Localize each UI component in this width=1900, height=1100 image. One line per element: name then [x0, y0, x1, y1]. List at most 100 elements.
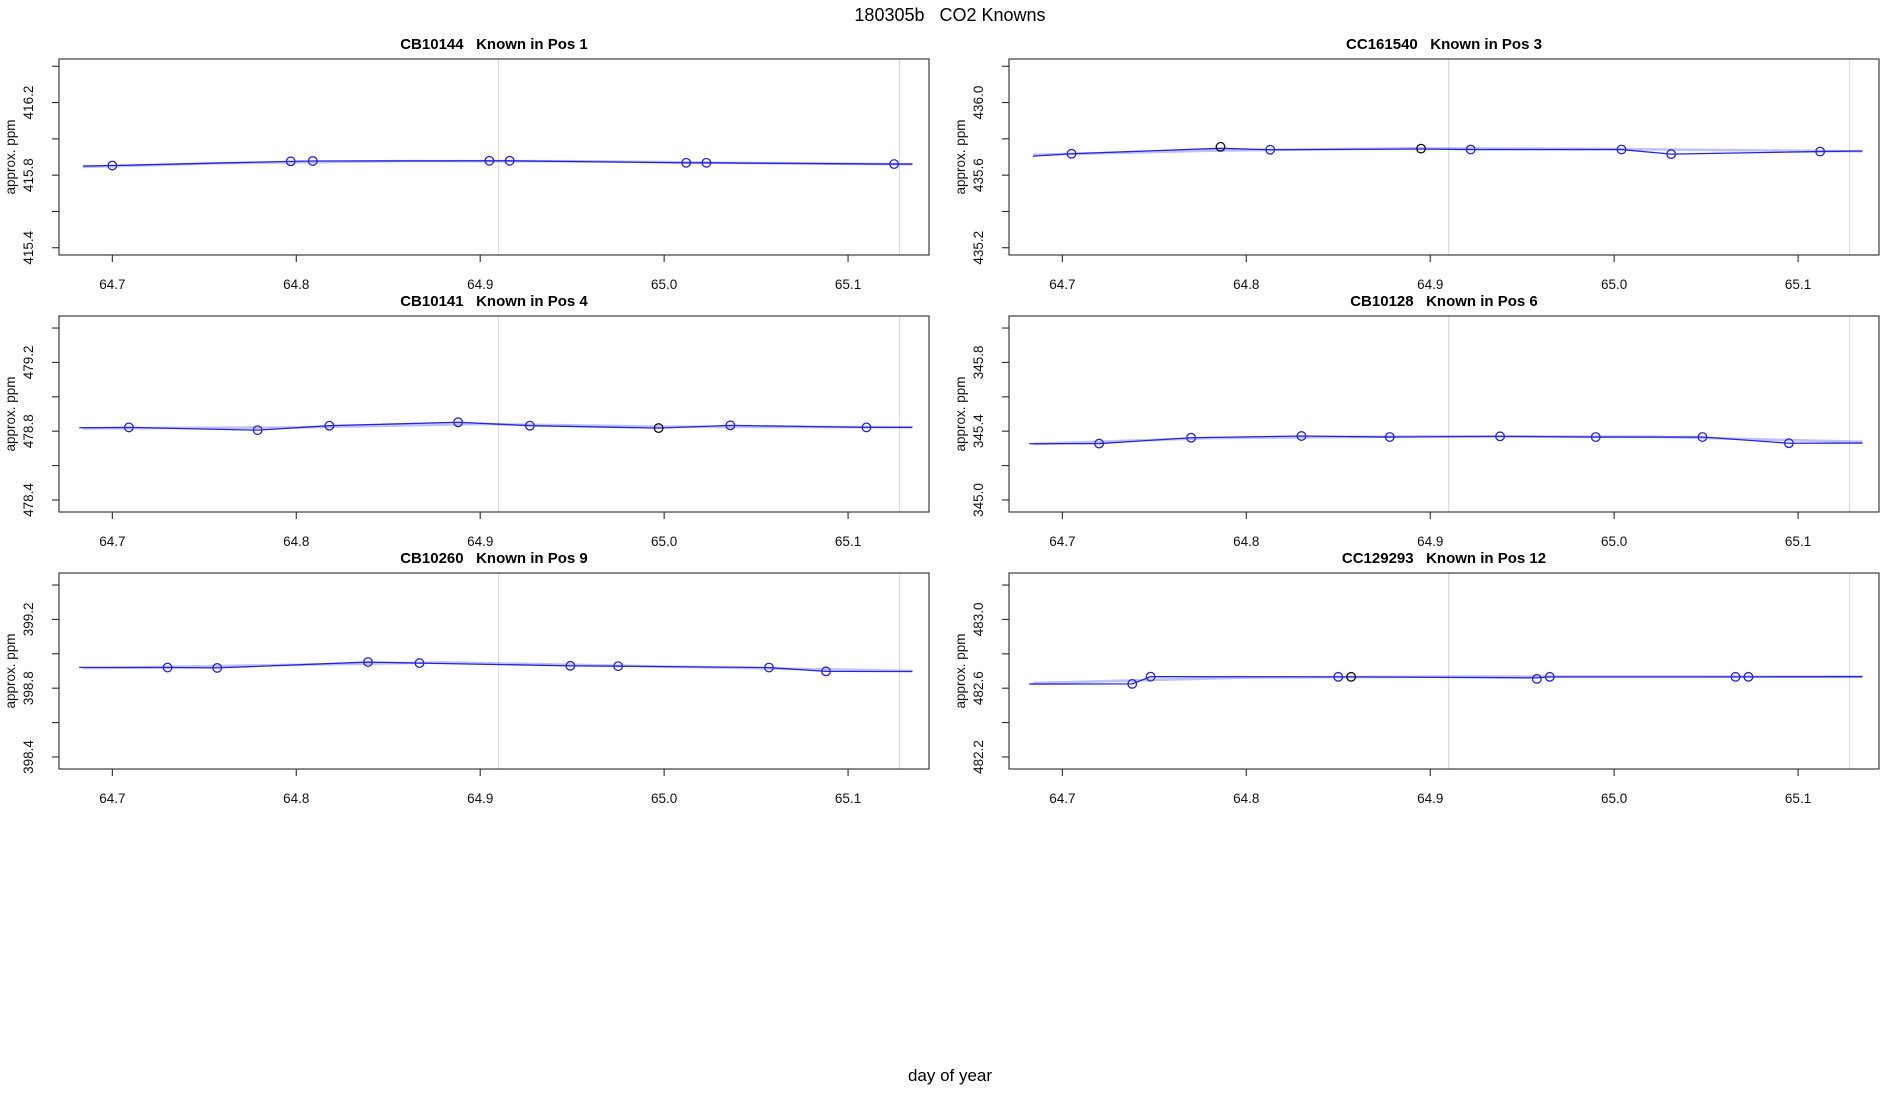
- x-tick-label: 65.1: [835, 791, 861, 806]
- data-point: [1465, 144, 1476, 155]
- panel-title: CB10260 Known in Pos 9: [400, 550, 588, 567]
- data-point: [1743, 671, 1754, 682]
- plot-border: [58, 572, 930, 770]
- data-point: [1495, 431, 1506, 442]
- panel: 64.7 64.8 64.9 65.0 65.1 398.4 398.8 399.2: [21, 572, 930, 806]
- x-tick-label: 65.0: [1601, 534, 1627, 549]
- data-point: [1127, 678, 1138, 689]
- y-tick-label: 399.2: [21, 603, 36, 637]
- data-point: [107, 160, 118, 171]
- data-point: [453, 417, 464, 428]
- data-point: [701, 157, 712, 168]
- data-point: [1590, 432, 1601, 442]
- data-point: [524, 420, 535, 431]
- smooth-line: [82, 661, 913, 673]
- data-point: [1783, 438, 1794, 449]
- data-point: [861, 422, 872, 433]
- x-tick-label: 65.0: [651, 791, 677, 806]
- data-point: [565, 660, 576, 671]
- panel: 64.7 64.8 64.9 65.0 65.1 415.4 415.8 416.2: [21, 58, 930, 292]
- panel: 64.7 64.8 64.9 65.0 65.1 478.4 478.8 479.2: [21, 315, 930, 549]
- y-tick-label: 482.2: [971, 740, 986, 774]
- y-axis-label: approx. ppm: [3, 119, 18, 194]
- series-line: [1029, 676, 1863, 685]
- panel: 64.7 64.8 64.9 65.0 65.1 435.2 435.6 436.0: [971, 58, 1880, 292]
- x-tick-label: 64.7: [1049, 534, 1075, 549]
- x-tick-label: 64.8: [1233, 277, 1259, 292]
- data-point: [1215, 141, 1226, 152]
- y-tick-label: 345.0: [971, 483, 986, 517]
- data-point: [1066, 148, 1077, 159]
- data-point: [285, 156, 296, 167]
- plot-border: [1008, 58, 1880, 256]
- smooth-line: [82, 422, 913, 430]
- y-tick-label: 478.8: [21, 414, 36, 448]
- y-tick-label: 415.8: [21, 158, 36, 192]
- panel-title: CB10128 Known in Pos 6: [1350, 293, 1538, 310]
- panel: 64.7 64.8 64.9 65.0 65.1 345.0 345.4 345.8: [971, 315, 1880, 549]
- x-tick-label: 64.7: [1049, 791, 1075, 806]
- x-tick-label: 65.1: [1785, 277, 1811, 292]
- data-point: [1265, 144, 1276, 155]
- x-tick-label: 65.0: [651, 277, 677, 292]
- x-tick-label: 65.1: [1785, 791, 1811, 806]
- plot-border: [58, 315, 930, 513]
- data-point: [725, 420, 736, 431]
- y-tick-label: 416.2: [21, 86, 36, 120]
- series-line: [1029, 435, 1863, 445]
- series-line: [1032, 147, 1863, 157]
- data-point: [1544, 671, 1555, 682]
- data-point: [212, 662, 223, 673]
- x-tick-label: 64.9: [467, 277, 493, 292]
- data-point: [324, 420, 335, 431]
- x-tick-label: 64.9: [467, 534, 493, 549]
- panel-title: CC129293 Known in Pos 12: [1341, 550, 1547, 567]
- x-tick-label: 64.7: [99, 534, 125, 549]
- y-tick-label: 482.6: [971, 671, 986, 705]
- x-tick-label: 64.7: [1049, 277, 1075, 292]
- data-point: [1531, 673, 1542, 684]
- data-point: [1145, 671, 1156, 682]
- data-point: [821, 666, 831, 677]
- y-tick-label: 398.4: [21, 740, 36, 774]
- y-tick-label: 478.4: [21, 483, 36, 517]
- y-axis-label: approx. ppm: [953, 376, 968, 451]
- figure-title: 180305b CO2 Knowns: [854, 5, 1046, 25]
- y-tick-label: 435.2: [971, 231, 986, 265]
- data-point: [123, 422, 134, 433]
- x-tick-label: 64.7: [99, 791, 125, 806]
- y-axis-label: approx. ppm: [3, 633, 18, 708]
- plot-border: [1008, 572, 1880, 770]
- series-line: [82, 160, 913, 167]
- series-line: [79, 421, 913, 431]
- data-point: [764, 662, 774, 673]
- smooth-line: [1032, 146, 1863, 157]
- y-tick-label: 479.2: [21, 346, 36, 380]
- y-tick-label: 483.0: [971, 603, 986, 637]
- panel-title: CC161540 Known in Pos 3: [1346, 36, 1542, 53]
- x-tick-label: 64.8: [1233, 791, 1259, 806]
- data-point: [1384, 432, 1395, 442]
- y-tick-label: 415.4: [21, 230, 36, 264]
- data-point: [1346, 671, 1357, 682]
- x-tick-label: 65.0: [1601, 791, 1627, 806]
- x-tick-label: 64.8: [283, 791, 309, 806]
- x-tick-label: 65.1: [835, 534, 861, 549]
- data-point: [363, 657, 373, 668]
- y-tick-label: 345.8: [971, 346, 986, 380]
- plot-border: [1008, 315, 1880, 513]
- x-tick-label: 64.8: [1233, 534, 1259, 549]
- data-point: [1186, 432, 1197, 443]
- data-point: [162, 662, 173, 673]
- y-axis-label: approx. ppm: [953, 119, 968, 194]
- x-tick-label: 64.8: [283, 534, 309, 549]
- y-axis-label: approx. ppm: [953, 633, 968, 708]
- x-tick-label: 64.9: [1417, 277, 1443, 292]
- data-point: [1296, 431, 1307, 441]
- panel: 64.7 64.8 64.9 65.0 65.1 482.2 482.6 483.0: [971, 572, 1880, 806]
- y-tick-label: 436.0: [971, 86, 986, 120]
- x-tick-label: 65.0: [651, 534, 677, 549]
- y-tick-label: 345.4: [971, 414, 986, 448]
- data-point: [1730, 671, 1741, 682]
